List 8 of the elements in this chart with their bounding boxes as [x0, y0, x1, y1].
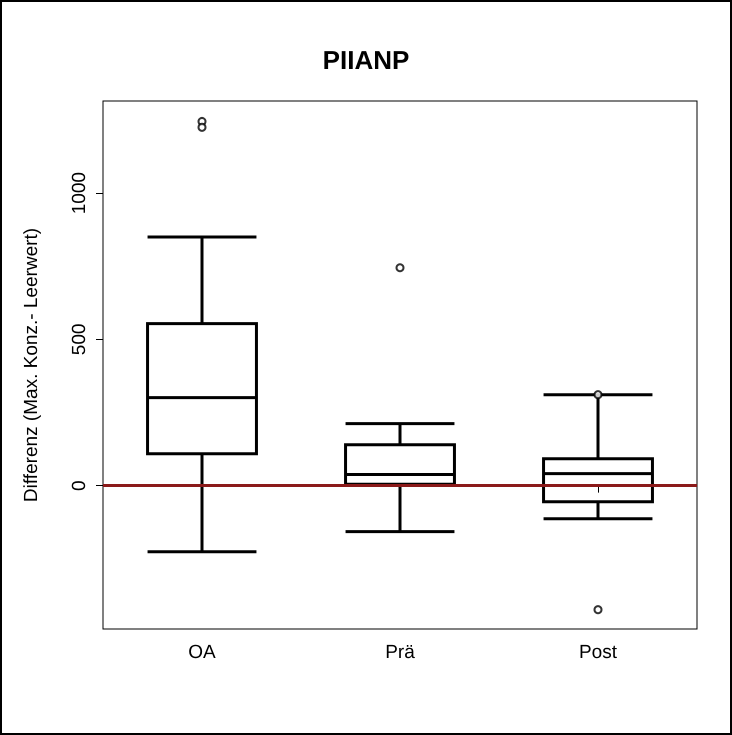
x-tick-label: Post	[578, 642, 618, 663]
y-axis-title: Differenz (Max. Konz.- Leerwert)	[21, 228, 42, 502]
y-tick-label: 500	[69, 324, 90, 356]
x-tick-label: Prä	[385, 642, 416, 663]
y-tick-label: 0	[69, 480, 90, 491]
x-tick-label: OA	[188, 642, 216, 663]
chart-title: PIIANP	[322, 45, 410, 75]
y-tick-label: 1000	[69, 172, 90, 214]
